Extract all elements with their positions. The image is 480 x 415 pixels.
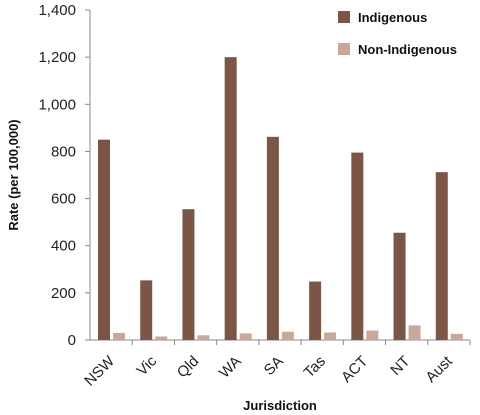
y-tick-label: 1,200 [38, 49, 76, 66]
x-tick-label: Aust [422, 352, 456, 386]
legend-label-indigenous: Indigenous [358, 10, 427, 25]
x-tick-label: WA [216, 353, 245, 382]
bar-non-indigenous-nsw [113, 332, 125, 340]
legend-swatch-non-indigenous [338, 43, 350, 55]
x-axis [90, 339, 471, 345]
x-tick-label: Qld [174, 353, 203, 382]
bar-non-indigenous-sa [281, 331, 294, 340]
bar-indigenous-aust [435, 172, 448, 340]
x-tick-label: NT [387, 353, 413, 379]
bar-indigenous-vic [140, 280, 153, 340]
bar-non-indigenous-wa [239, 333, 252, 340]
legend-swatch-indigenous [338, 11, 350, 23]
bar-indigenous-nsw [98, 139, 110, 340]
x-tick-label: NSW [81, 352, 118, 389]
y-tick-label: 400 [51, 238, 76, 255]
bar-non-indigenous-qld [197, 335, 210, 340]
bar-indigenous-wa [224, 57, 237, 341]
bar-non-indigenous-vic [155, 336, 168, 340]
bar-indigenous-qld [182, 209, 195, 340]
x-tick-label: ACT [338, 353, 371, 386]
x-tick-label: Vic [134, 352, 161, 379]
bar-non-indigenous-nt [408, 325, 421, 340]
y-tick-labels: 0 200 400 600 800 1,000 1,200 1,400 [38, 2, 90, 349]
x-axis-title: Jurisdiction [243, 398, 317, 413]
legend-label-non-indigenous: Non-Indigenous [358, 42, 457, 57]
y-tick-label: 800 [51, 143, 76, 160]
y-tick-label: 600 [51, 191, 76, 208]
bar-non-indigenous-act [366, 330, 379, 340]
bar-indigenous-sa [266, 136, 279, 340]
bars [98, 57, 463, 341]
y-axis-title: Rate (per 100,000) [6, 119, 21, 230]
y-tick-label: 1,400 [38, 2, 76, 19]
y-tick-label: 1,000 [38, 96, 76, 113]
y-tick-label: 0 [68, 332, 76, 349]
y-tick-label: 200 [51, 285, 76, 302]
bar-indigenous-tas [309, 281, 322, 340]
legend: Indigenous Non-Indigenous [338, 10, 457, 57]
x-tick-labels: NSW Vic Qld WA SA Tas ACT NT Aust [81, 352, 456, 389]
bar-indigenous-act [351, 152, 364, 340]
x-tick-label: Tas [301, 353, 330, 382]
bar-non-indigenous-aust [450, 333, 463, 340]
x-tick-label: SA [261, 353, 287, 379]
bar-non-indigenous-tas [324, 332, 337, 340]
bar-indigenous-nt [393, 232, 406, 340]
